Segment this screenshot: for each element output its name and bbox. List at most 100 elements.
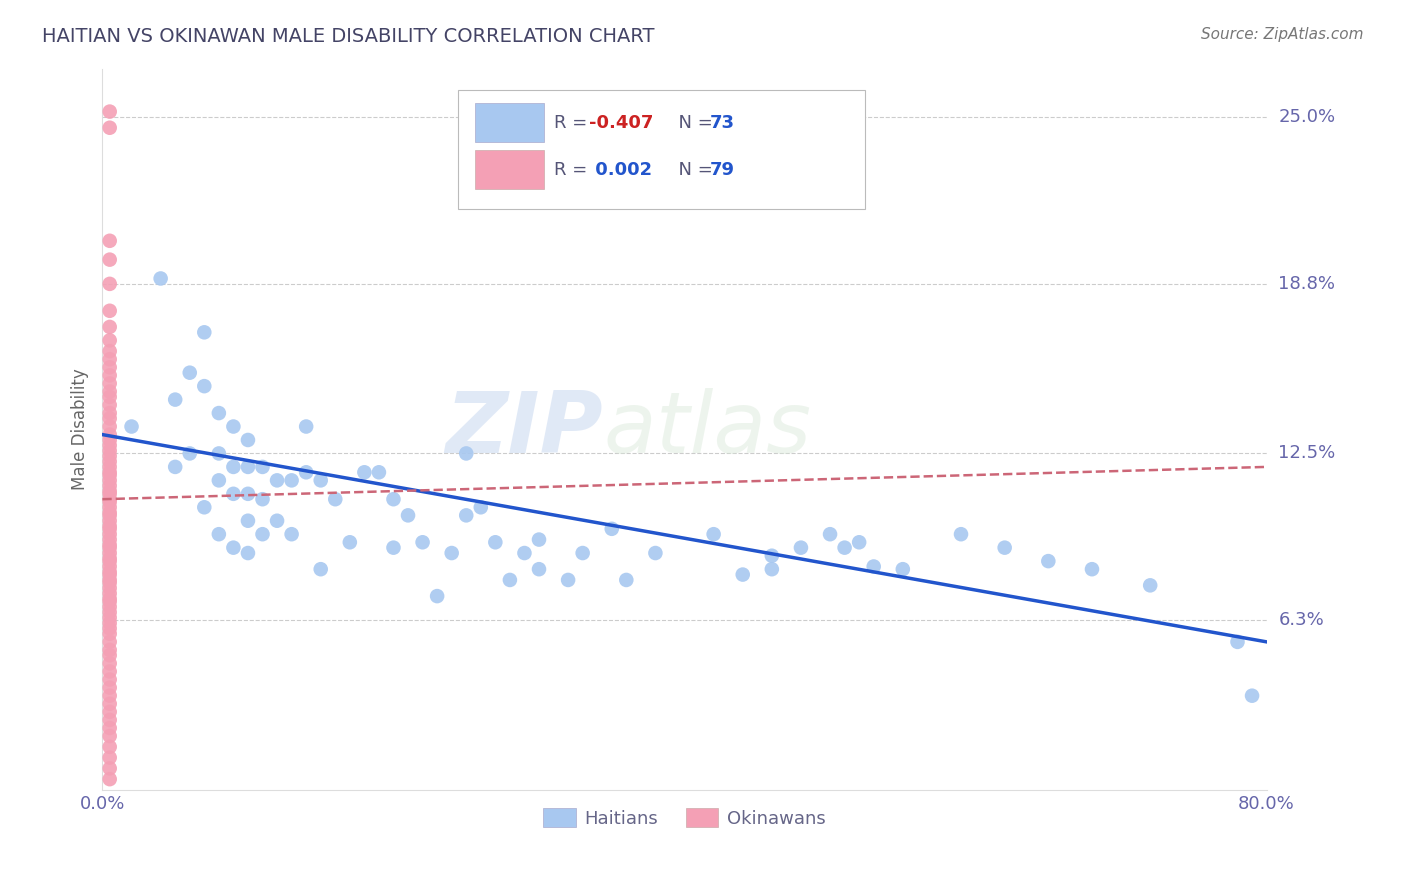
FancyBboxPatch shape xyxy=(457,90,865,210)
Point xyxy=(703,527,725,541)
Point xyxy=(98,514,121,528)
Point xyxy=(834,541,856,555)
Point xyxy=(98,594,121,608)
Point xyxy=(98,627,121,641)
Point xyxy=(280,474,302,488)
Point xyxy=(614,573,637,587)
Point xyxy=(98,234,121,248)
Point xyxy=(98,360,121,375)
Point xyxy=(499,573,522,587)
Point xyxy=(527,562,550,576)
Text: 25.0%: 25.0% xyxy=(1278,108,1336,126)
Text: R =: R = xyxy=(554,161,593,178)
Point xyxy=(98,384,121,399)
Point xyxy=(98,750,121,764)
Point xyxy=(98,538,121,552)
Point xyxy=(600,522,623,536)
Point xyxy=(98,390,121,404)
Point xyxy=(98,581,121,595)
Point xyxy=(98,376,121,391)
Point xyxy=(1139,578,1161,592)
Point xyxy=(761,562,783,576)
Point xyxy=(98,586,121,600)
Point xyxy=(98,104,121,119)
Point xyxy=(98,406,121,420)
Point xyxy=(98,522,121,536)
Point xyxy=(98,729,121,743)
Point xyxy=(891,562,914,576)
Point xyxy=(557,573,579,587)
Point xyxy=(222,541,245,555)
Point xyxy=(1038,554,1060,568)
Point xyxy=(98,689,121,703)
Point xyxy=(98,761,121,775)
FancyBboxPatch shape xyxy=(475,103,544,142)
Point xyxy=(236,487,259,501)
Point xyxy=(98,697,121,711)
Point xyxy=(426,589,449,603)
Point xyxy=(98,467,121,482)
Point xyxy=(98,352,121,367)
Point xyxy=(98,610,121,624)
Y-axis label: Male Disability: Male Disability xyxy=(72,368,89,490)
Point xyxy=(98,487,121,501)
Point xyxy=(368,465,391,479)
Point xyxy=(193,326,215,340)
Point xyxy=(1226,635,1249,649)
Point xyxy=(98,565,121,579)
Point xyxy=(440,546,463,560)
Point xyxy=(309,562,332,576)
Point xyxy=(98,567,121,582)
Point xyxy=(98,474,121,488)
Point xyxy=(98,120,121,135)
Point xyxy=(353,465,375,479)
Text: 79: 79 xyxy=(710,161,735,178)
Point xyxy=(252,492,274,507)
Point xyxy=(396,508,419,523)
Point xyxy=(98,615,121,630)
Point xyxy=(339,535,361,549)
Point xyxy=(98,398,121,412)
Point xyxy=(484,535,506,549)
Point xyxy=(98,368,121,383)
Point xyxy=(98,665,121,679)
Point xyxy=(98,411,121,425)
Point xyxy=(98,252,121,267)
Point xyxy=(98,334,121,348)
Point xyxy=(98,681,121,695)
Point xyxy=(818,527,841,541)
Point xyxy=(1241,689,1264,703)
Text: HAITIAN VS OKINAWAN MALE DISABILITY CORRELATION CHART: HAITIAN VS OKINAWAN MALE DISABILITY CORR… xyxy=(42,27,655,45)
Point xyxy=(98,554,121,568)
Point xyxy=(98,648,121,663)
Point xyxy=(252,459,274,474)
Point xyxy=(222,419,245,434)
Point xyxy=(1081,562,1104,576)
Point xyxy=(98,419,121,434)
Point xyxy=(98,484,121,499)
Point xyxy=(470,500,492,515)
Point xyxy=(222,459,245,474)
Point xyxy=(950,527,973,541)
Point xyxy=(98,705,121,719)
Point xyxy=(98,546,121,560)
Point xyxy=(790,541,813,555)
Point xyxy=(98,454,121,468)
Text: 6.3%: 6.3% xyxy=(1278,611,1324,630)
Point xyxy=(193,500,215,515)
Point xyxy=(222,487,245,501)
Point xyxy=(98,320,121,334)
Point xyxy=(98,344,121,359)
Point xyxy=(208,527,231,541)
Point xyxy=(323,492,346,507)
Text: N =: N = xyxy=(666,161,718,178)
Point xyxy=(98,479,121,493)
Point xyxy=(208,446,231,460)
Point xyxy=(761,549,783,563)
Point xyxy=(98,449,121,463)
Point xyxy=(98,533,121,547)
Point xyxy=(236,433,259,447)
Point xyxy=(280,527,302,541)
Text: -0.407: -0.407 xyxy=(589,113,654,132)
Point xyxy=(412,535,434,549)
